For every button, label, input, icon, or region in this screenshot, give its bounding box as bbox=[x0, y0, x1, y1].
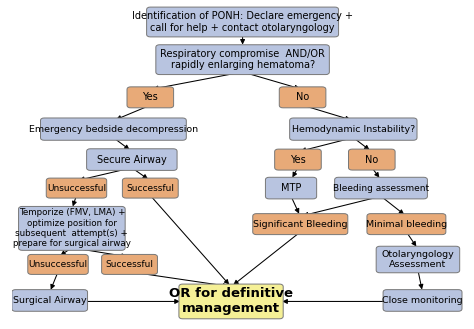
FancyBboxPatch shape bbox=[12, 290, 88, 311]
Text: No: No bbox=[296, 92, 309, 102]
Text: Respiratory compromise  AND/OR
rapidly enlarging hematoma?: Respiratory compromise AND/OR rapidly en… bbox=[160, 49, 325, 70]
FancyBboxPatch shape bbox=[179, 284, 283, 319]
FancyBboxPatch shape bbox=[122, 178, 178, 198]
Text: Significant Bleeding: Significant Bleeding bbox=[253, 220, 347, 229]
Text: No: No bbox=[365, 155, 378, 164]
Text: Otolaryngology
Assessment: Otolaryngology Assessment bbox=[382, 250, 454, 269]
Text: Yes: Yes bbox=[290, 155, 306, 164]
FancyBboxPatch shape bbox=[18, 206, 125, 250]
FancyBboxPatch shape bbox=[274, 149, 321, 170]
FancyBboxPatch shape bbox=[290, 118, 417, 140]
Text: Hemodynamic Instability?: Hemodynamic Instability? bbox=[292, 125, 415, 134]
Text: Successful: Successful bbox=[106, 260, 154, 269]
Text: Bleeding assessment: Bleeding assessment bbox=[333, 184, 429, 192]
FancyBboxPatch shape bbox=[348, 149, 395, 170]
FancyBboxPatch shape bbox=[46, 178, 107, 198]
FancyBboxPatch shape bbox=[28, 254, 88, 274]
FancyBboxPatch shape bbox=[335, 177, 428, 199]
Text: Successful: Successful bbox=[126, 184, 174, 192]
Text: Unsuccessful: Unsuccessful bbox=[47, 184, 106, 192]
FancyBboxPatch shape bbox=[127, 87, 173, 108]
Text: Close monitoring: Close monitoring bbox=[382, 296, 463, 305]
Text: Emergency bedside decompression: Emergency bedside decompression bbox=[29, 125, 198, 134]
FancyBboxPatch shape bbox=[101, 254, 157, 274]
Text: Identification of PONH: Declare emergency +
call for help + contact otolaryngolo: Identification of PONH: Declare emergenc… bbox=[132, 11, 353, 33]
Text: MTP: MTP bbox=[281, 183, 301, 193]
Text: Secure Airway: Secure Airway bbox=[97, 155, 167, 164]
FancyBboxPatch shape bbox=[156, 45, 329, 75]
Text: Surgical Airway: Surgical Airway bbox=[13, 296, 87, 305]
Text: Yes: Yes bbox=[142, 92, 158, 102]
Text: Temporize (FMV, LMA) +
optimize position for
subsequent  attempt(s) +
prepare fo: Temporize (FMV, LMA) + optimize position… bbox=[13, 208, 131, 248]
FancyBboxPatch shape bbox=[376, 246, 460, 273]
FancyBboxPatch shape bbox=[87, 149, 177, 170]
FancyBboxPatch shape bbox=[40, 118, 186, 140]
Text: Minimal bleeding: Minimal bleeding bbox=[366, 220, 447, 229]
FancyBboxPatch shape bbox=[146, 7, 338, 37]
FancyBboxPatch shape bbox=[265, 177, 317, 199]
Text: Unsuccessful: Unsuccessful bbox=[28, 260, 88, 269]
FancyBboxPatch shape bbox=[367, 214, 446, 235]
FancyBboxPatch shape bbox=[279, 87, 326, 108]
FancyBboxPatch shape bbox=[253, 214, 348, 235]
Text: OR for definitive
management: OR for definitive management bbox=[169, 288, 293, 316]
FancyBboxPatch shape bbox=[383, 290, 462, 311]
